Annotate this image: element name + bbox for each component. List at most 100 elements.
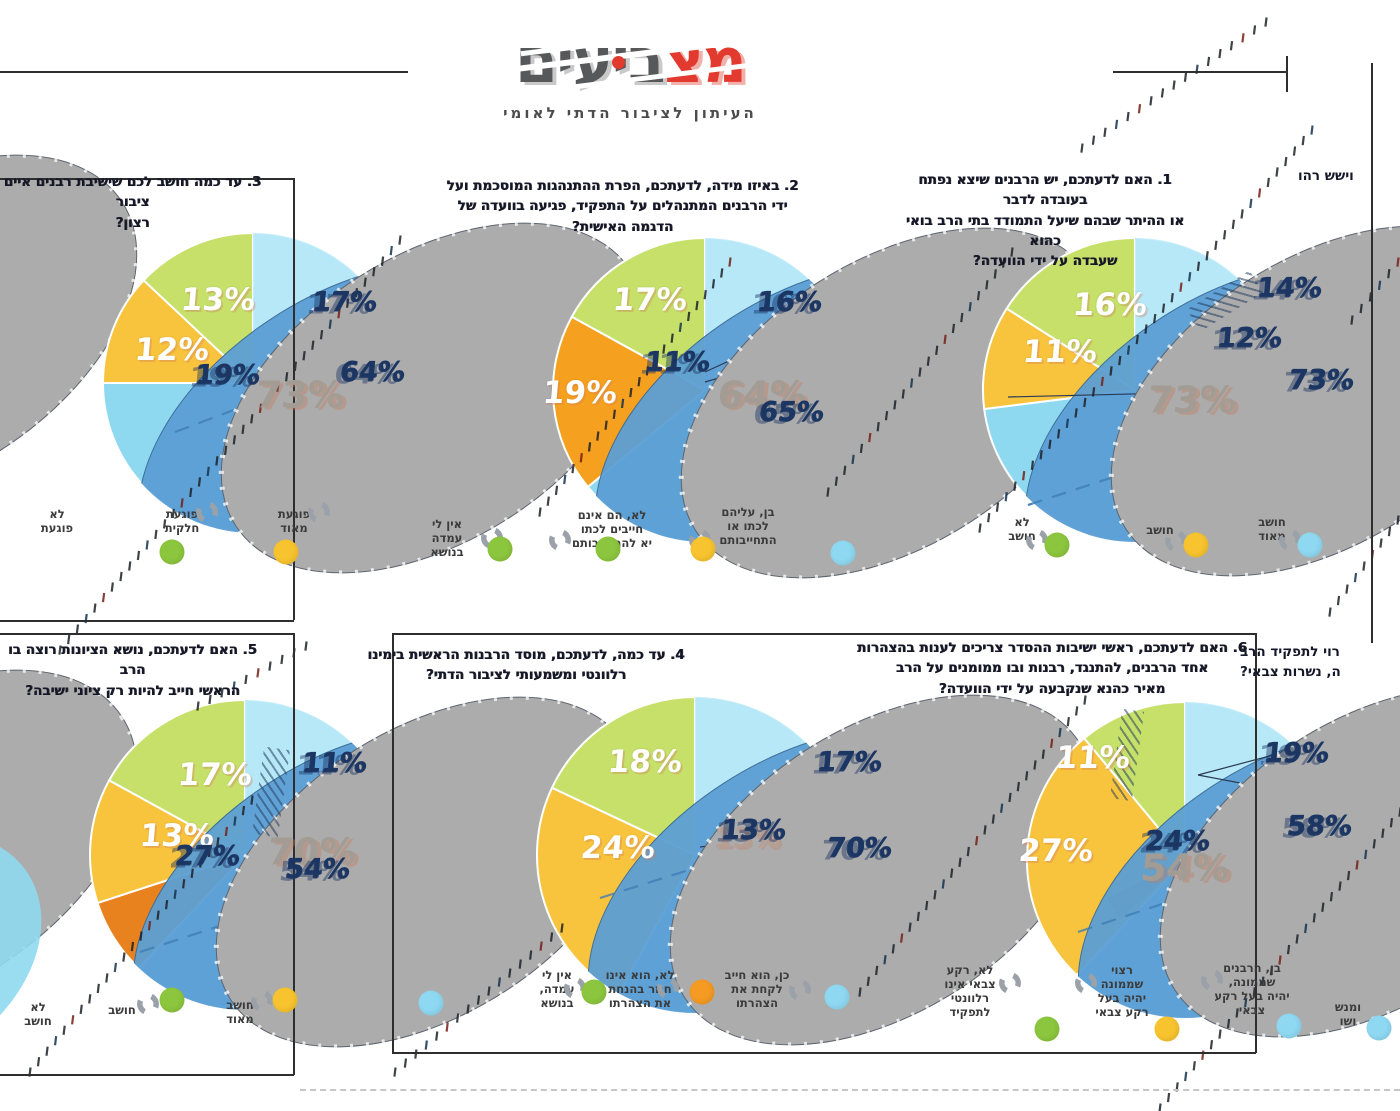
percent-label-q1: 14% [1256,272,1324,304]
glitch-tick [1336,595,1341,606]
glitch-tick [105,973,109,983]
glitch-tick [1050,738,1054,749]
glitch-tick [171,508,175,519]
legend-label-line: לא, הם אינם [577,508,647,522]
glitch-tick [1396,515,1400,525]
chart-title-line: ידי הרבנים המתנהלים על התפקיד, פגיעה בוו… [457,198,788,215]
glitch-tick [1196,261,1201,271]
glitch-tick [280,654,284,665]
glitch-tick [233,816,237,826]
glitch-tick [1353,572,1358,583]
percent-label-q6: 58% [1286,810,1354,842]
glitch-tick [182,879,186,889]
legend-item-q6-1: רצוי שממונה יהיה בעל רקע צבאי [1095,963,1148,1019]
chart-title-q3: 3. עד כמה חושב לכם שישיבת רבנים איים ציב… [0,172,265,233]
legend-label-line: כן, הוא חייב [724,968,790,982]
glitch-tick [145,540,149,550]
glitch-tick [1275,167,1279,177]
glitch-tick [620,398,625,409]
legend-label-line: רצוי [1111,963,1133,977]
legend-label-line: עמדה [431,531,463,546]
glitch-tick [1166,1092,1171,1103]
glitch-tick [1172,80,1176,90]
percent-label-q4: 13% [720,814,788,846]
glitch-tick [154,529,158,540]
glitch-tick [363,277,367,287]
glitch-tick [1114,119,1119,130]
glitch-tick [207,847,211,858]
glitch-tick [925,900,929,911]
legend-dot-yellow [273,539,299,565]
glitch-tick [983,825,987,835]
legend-swirl-icon [130,986,166,1022]
legend-dot-yellow [1183,532,1209,558]
glitch-tick [389,245,393,256]
glitch-tick [1359,303,1363,314]
glitch-tick [276,382,280,392]
glitch-tick [1083,695,1087,705]
glitch-tick [834,476,839,486]
legend-dot-blue [824,984,850,1010]
legend-item-q3-2: פוגעת מאוד [278,507,310,535]
legend-dot-orange [689,979,715,1005]
glitch-tick [67,634,71,645]
glitch-tick [1000,803,1004,813]
glitch-tick [1241,33,1245,43]
glitch-tick [1355,860,1359,870]
glitch-tick [199,858,203,868]
cut-title-top-right: וישש רהו [1298,168,1354,184]
legend-dot-yellow [1154,1016,1180,1042]
legend-label-line: הצהרתו [735,996,779,1011]
newspaper-tagline: העיתון לציבור הדתי לאומי [503,104,757,122]
glitch-tick [224,826,229,837]
legend-label-line: בן, עליהם [721,505,775,519]
box-bottomleft-top [0,633,293,635]
glitch-tick [223,445,228,456]
glitch-tick [346,298,350,308]
glitch-tick [703,290,707,300]
glitch-tick [900,933,904,943]
glitch-tick [1321,902,1325,912]
legend-label-line: לא [1014,515,1030,529]
glitch-tick [58,645,62,655]
glitch-tick [1304,923,1308,934]
legend-item-q6-3: ומנש ושו [1335,1000,1361,1028]
percent-label-q6: 19% [1263,737,1331,769]
glitch-tick [943,334,947,345]
glitch-tick [950,868,954,878]
legend-label-line: בן, הרבנים [1223,961,1281,975]
glitch-tick [560,923,564,933]
header-rule-left [0,71,408,73]
glitch-tick [539,941,543,951]
glitch-tick [1257,188,1262,198]
legend-label-line: חושב [1146,523,1174,537]
glitch-tick [728,257,732,267]
chart-title-line: הראשי חייב להיות רק ציוני ישיבה? [25,682,240,699]
glitch-tick [190,868,194,879]
glitch-tick [455,1013,460,1023]
legend-item-q2-2: בן, עליהם לכתו או התחייבותם [719,505,776,547]
glitch-tick [549,932,554,942]
glitch-tick [354,287,359,298]
glitch-tick [554,485,559,496]
glitch-dash-line-q4 [599,843,769,900]
glitch-tick [1381,828,1385,838]
glitch-tick [918,367,922,377]
percent-label-q3: 73% [253,373,347,417]
legend-label-line: חושב [24,1014,52,1029]
glitch-tick [1269,965,1274,976]
percent-label-q6: 27% [1017,833,1095,869]
glitch-tick [711,279,716,289]
glitch-tick [1346,870,1351,881]
slice-q3-2 [142,232,254,384]
glitch-tick [1161,303,1166,313]
glitch-tick [1240,209,1244,219]
newspaper-logo: מצביעים [452,18,808,104]
glitch-tick [1126,111,1130,122]
legend-item-q6-2: בן, הרבנים שממונה, יהיה בעל רקע צבאי [1214,961,1289,1017]
legend-item-q5-2: חושב מאוד [226,998,254,1026]
glitch-tick [136,550,141,561]
legend-label-line: ומנש [1334,1000,1362,1014]
glitch-tick [579,453,583,463]
